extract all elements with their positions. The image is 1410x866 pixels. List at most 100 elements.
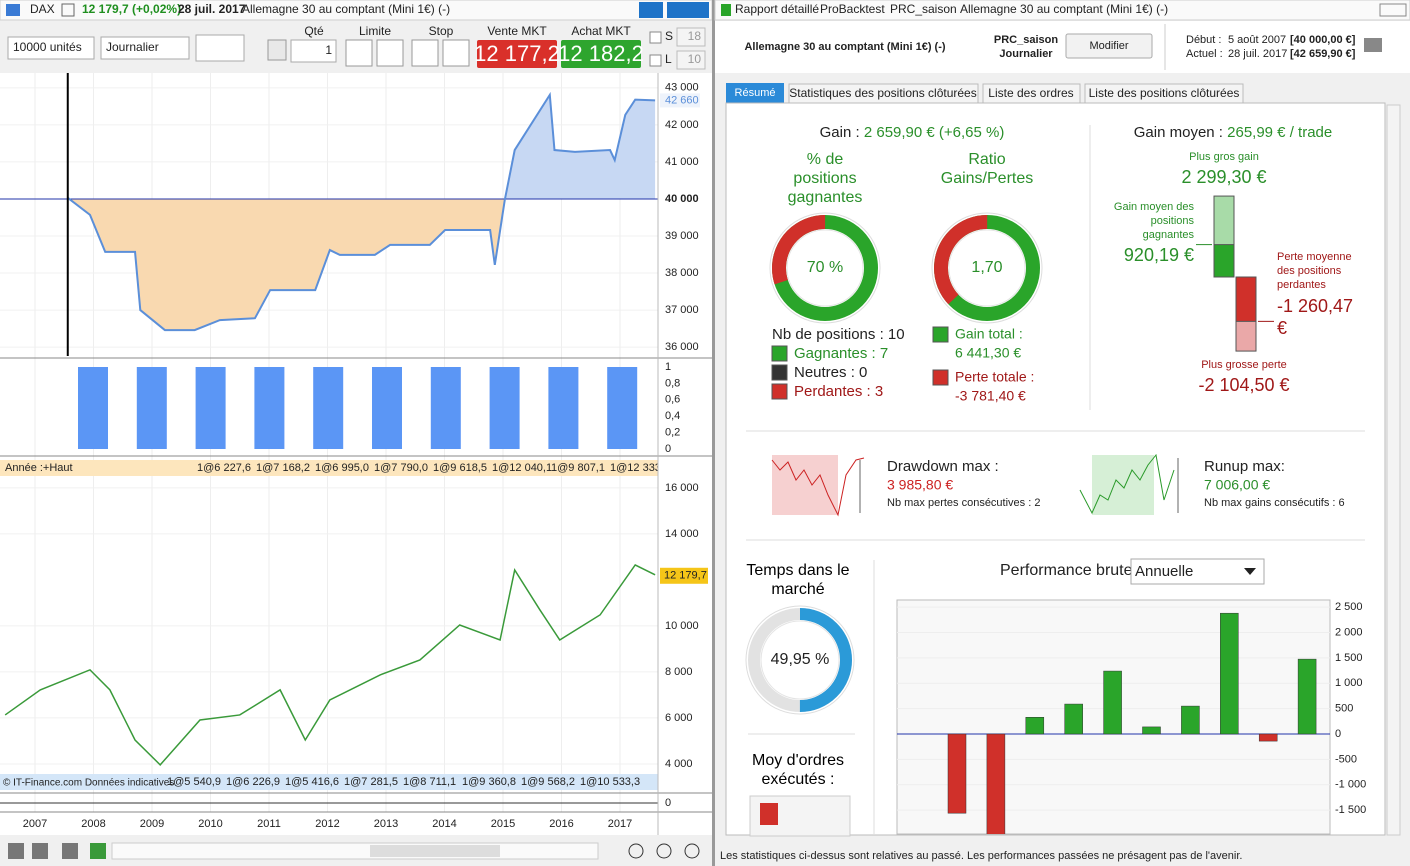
plot-clip <box>897 606 1330 834</box>
tool-icon[interactable] <box>90 843 106 859</box>
signal-bar <box>313 367 344 449</box>
period-dropdown[interactable] <box>1130 558 1265 585</box>
legend-swatch <box>932 326 949 343</box>
scroll-thumb[interactable] <box>370 845 500 857</box>
section-tab-active[interactable] <box>726 83 784 103</box>
s-input[interactable] <box>676 27 706 47</box>
y-tick-label: 0 <box>665 797 671 809</box>
zoom-tool[interactable] <box>628 843 644 859</box>
l-input[interactable] <box>676 50 706 70</box>
year-label: 2013 <box>374 818 398 830</box>
year-label: 2014 <box>432 818 456 830</box>
strip-label: 1@9 618,5 <box>433 462 487 474</box>
disclaimer: Les statistiques ci-dessus sont relative… <box>720 850 1242 862</box>
qty-input[interactable] <box>290 39 337 63</box>
section-tab-label: Liste des positions clôturées <box>1089 86 1240 100</box>
sell-price: 12 177,2 <box>474 41 560 66</box>
y-tick-label: 2 500 <box>1335 601 1363 613</box>
last-value-box <box>660 567 708 584</box>
drawdown: 3 985,80 € <box>887 477 953 493</box>
year-label: 2015 <box>491 818 515 830</box>
performance-bar <box>1064 703 1083 735</box>
buy-button[interactable] <box>561 40 641 68</box>
instrument: Allemagne 30 au comptant (Mini 1€) (-) <box>242 2 450 16</box>
info-icon[interactable] <box>61 3 75 17</box>
buy-price: 12 182,2 <box>558 41 644 66</box>
ring-inner <box>760 620 840 700</box>
runup: 7 006,00 € <box>1204 477 1270 493</box>
losers: Perdantes : 3 <box>794 383 883 400</box>
start-label: Début : <box>1186 34 1221 46</box>
equity-area-above <box>67 94 656 199</box>
win-title: % de positions gagnantes <box>787 151 863 206</box>
low-strip <box>0 774 658 790</box>
modify-button[interactable] <box>1065 33 1153 59</box>
s-checkbox[interactable] <box>649 31 662 44</box>
keypad-button[interactable] <box>639 2 663 18</box>
y-tick-label: 0,2 <box>665 427 680 439</box>
equity-line <box>67 91 656 332</box>
total-gain: 6 441,30 € <box>955 345 1021 361</box>
s-value: 18 <box>688 29 702 43</box>
high-strip <box>0 460 658 476</box>
limit-sell-button[interactable] <box>376 39 404 67</box>
y-tick-label: 0,6 <box>665 394 680 406</box>
tool-icon[interactable] <box>8 843 24 859</box>
copyright: © IT-Finance.com Données indicatives <box>3 778 174 789</box>
settings-button[interactable] <box>267 39 287 61</box>
tool-icon[interactable] <box>32 843 48 859</box>
l-checkbox[interactable] <box>649 54 662 67</box>
total-loss: -3 781,40 € <box>955 388 1026 404</box>
splitter[interactable] <box>712 0 715 866</box>
window-controls[interactable] <box>1379 3 1407 17</box>
current-label: Actuel : <box>1186 48 1223 60</box>
year-label: 2012 <box>315 818 339 830</box>
scrollbar[interactable] <box>1386 104 1401 836</box>
strip-label: 1@10 533,3 <box>580 776 640 788</box>
ring-inner <box>786 229 864 307</box>
s-label: S <box>665 29 673 43</box>
zoom-out[interactable] <box>656 843 672 859</box>
stop-sell-button[interactable] <box>442 39 470 67</box>
strip-label: 1@12 333, <box>610 462 664 474</box>
y-tick-label: -500 <box>1335 753 1357 765</box>
sell-button[interactable] <box>477 40 557 68</box>
strip-label: 1@9 568,2 <box>521 776 575 788</box>
equity-area-below <box>69 198 505 331</box>
buy-label: Achat MKT <box>571 24 631 38</box>
max-gain-label: Plus gros gain <box>1189 151 1259 163</box>
signal-bar <box>489 367 520 449</box>
tab-title: ProBacktest <box>820 2 885 16</box>
time-label: Temps dans le marché <box>746 562 850 598</box>
runup-area <box>1092 455 1154 515</box>
y-tick-label: 16 000 <box>665 482 699 494</box>
runup-label: Runup max: <box>1204 458 1285 475</box>
strip-label: 1@9 360,8 <box>462 776 516 788</box>
y-tick-label: 0,4 <box>665 410 680 422</box>
neutral: Neutres : 0 <box>794 364 867 381</box>
legend-swatch <box>771 364 788 381</box>
l-label: L <box>665 52 672 66</box>
print-button[interactable] <box>1364 38 1382 52</box>
avg-line: Gain moyen : 265,99 € / trade <box>1134 124 1332 141</box>
avg-win-bar <box>1213 244 1235 278</box>
units-dropdown[interactable] <box>7 36 95 60</box>
period-dropdown[interactable] <box>100 36 190 60</box>
total-gain-label: Gain total : <box>955 326 1023 342</box>
ring-part <box>772 215 878 321</box>
tool-icon[interactable] <box>62 843 78 859</box>
avg-loss-label: Perte moyenne des positions perdantes <box>1277 251 1352 291</box>
y-tick-label: 43 000 <box>665 82 699 94</box>
stop-buy-button[interactable] <box>411 39 439 67</box>
drawdown-area <box>772 455 838 515</box>
scrollbar[interactable] <box>111 842 599 860</box>
zoom-in[interactable] <box>684 843 700 859</box>
tab-title: Rapport détaillé <box>735 2 819 16</box>
limit-buy-button[interactable] <box>345 39 373 67</box>
dropdown-arrow <box>1244 568 1256 575</box>
y-tick-label: 0 <box>1335 728 1341 740</box>
window-controls[interactable] <box>667 2 709 18</box>
chart-type-button[interactable] <box>195 34 245 62</box>
signal-bar <box>372 367 402 449</box>
